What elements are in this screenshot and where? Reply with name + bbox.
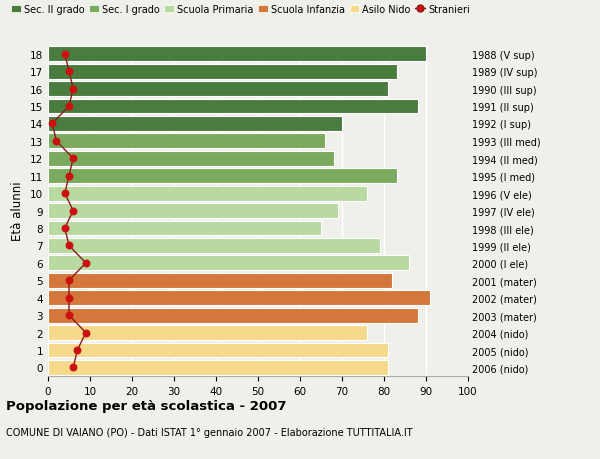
Point	[47, 121, 57, 128]
Point	[81, 260, 91, 267]
Text: COMUNE DI VAIANO (PO) - Dati ISTAT 1° gennaio 2007 - Elaborazione TUTTITALIA.IT: COMUNE DI VAIANO (PO) - Dati ISTAT 1° ge…	[6, 427, 413, 437]
Point	[73, 347, 82, 354]
Point	[68, 364, 78, 371]
Point	[64, 277, 74, 285]
Bar	[48, 47, 426, 62]
Point	[81, 329, 91, 336]
Bar	[48, 100, 418, 114]
Bar	[48, 82, 388, 97]
Point	[60, 51, 70, 58]
Bar	[48, 325, 367, 340]
Point	[68, 207, 78, 215]
Point	[64, 294, 74, 302]
Bar	[48, 65, 397, 79]
Bar	[48, 151, 334, 166]
Point	[64, 242, 74, 250]
Y-axis label: Età alunni: Età alunni	[11, 181, 25, 241]
Text: Popolazione per età scolastica - 2007: Popolazione per età scolastica - 2007	[6, 399, 287, 412]
Point	[64, 312, 74, 319]
Point	[64, 103, 74, 111]
Bar	[48, 221, 321, 236]
Point	[52, 138, 61, 145]
Bar	[48, 360, 388, 375]
Point	[68, 155, 78, 162]
Bar	[48, 169, 397, 184]
Point	[60, 225, 70, 232]
Bar	[48, 117, 342, 132]
Legend: Sec. II grado, Sec. I grado, Scuola Primaria, Scuola Infanzia, Asilo Nido, Stran: Sec. II grado, Sec. I grado, Scuola Prim…	[11, 5, 470, 15]
Bar	[48, 134, 325, 149]
Bar	[48, 308, 418, 323]
Point	[68, 86, 78, 93]
Point	[64, 173, 74, 180]
Bar	[48, 239, 380, 253]
Bar	[48, 204, 338, 218]
Bar	[48, 256, 409, 271]
Point	[60, 190, 70, 197]
Bar	[48, 291, 430, 306]
Point	[64, 68, 74, 76]
Bar	[48, 273, 392, 288]
Bar	[48, 343, 388, 358]
Bar	[48, 186, 367, 201]
